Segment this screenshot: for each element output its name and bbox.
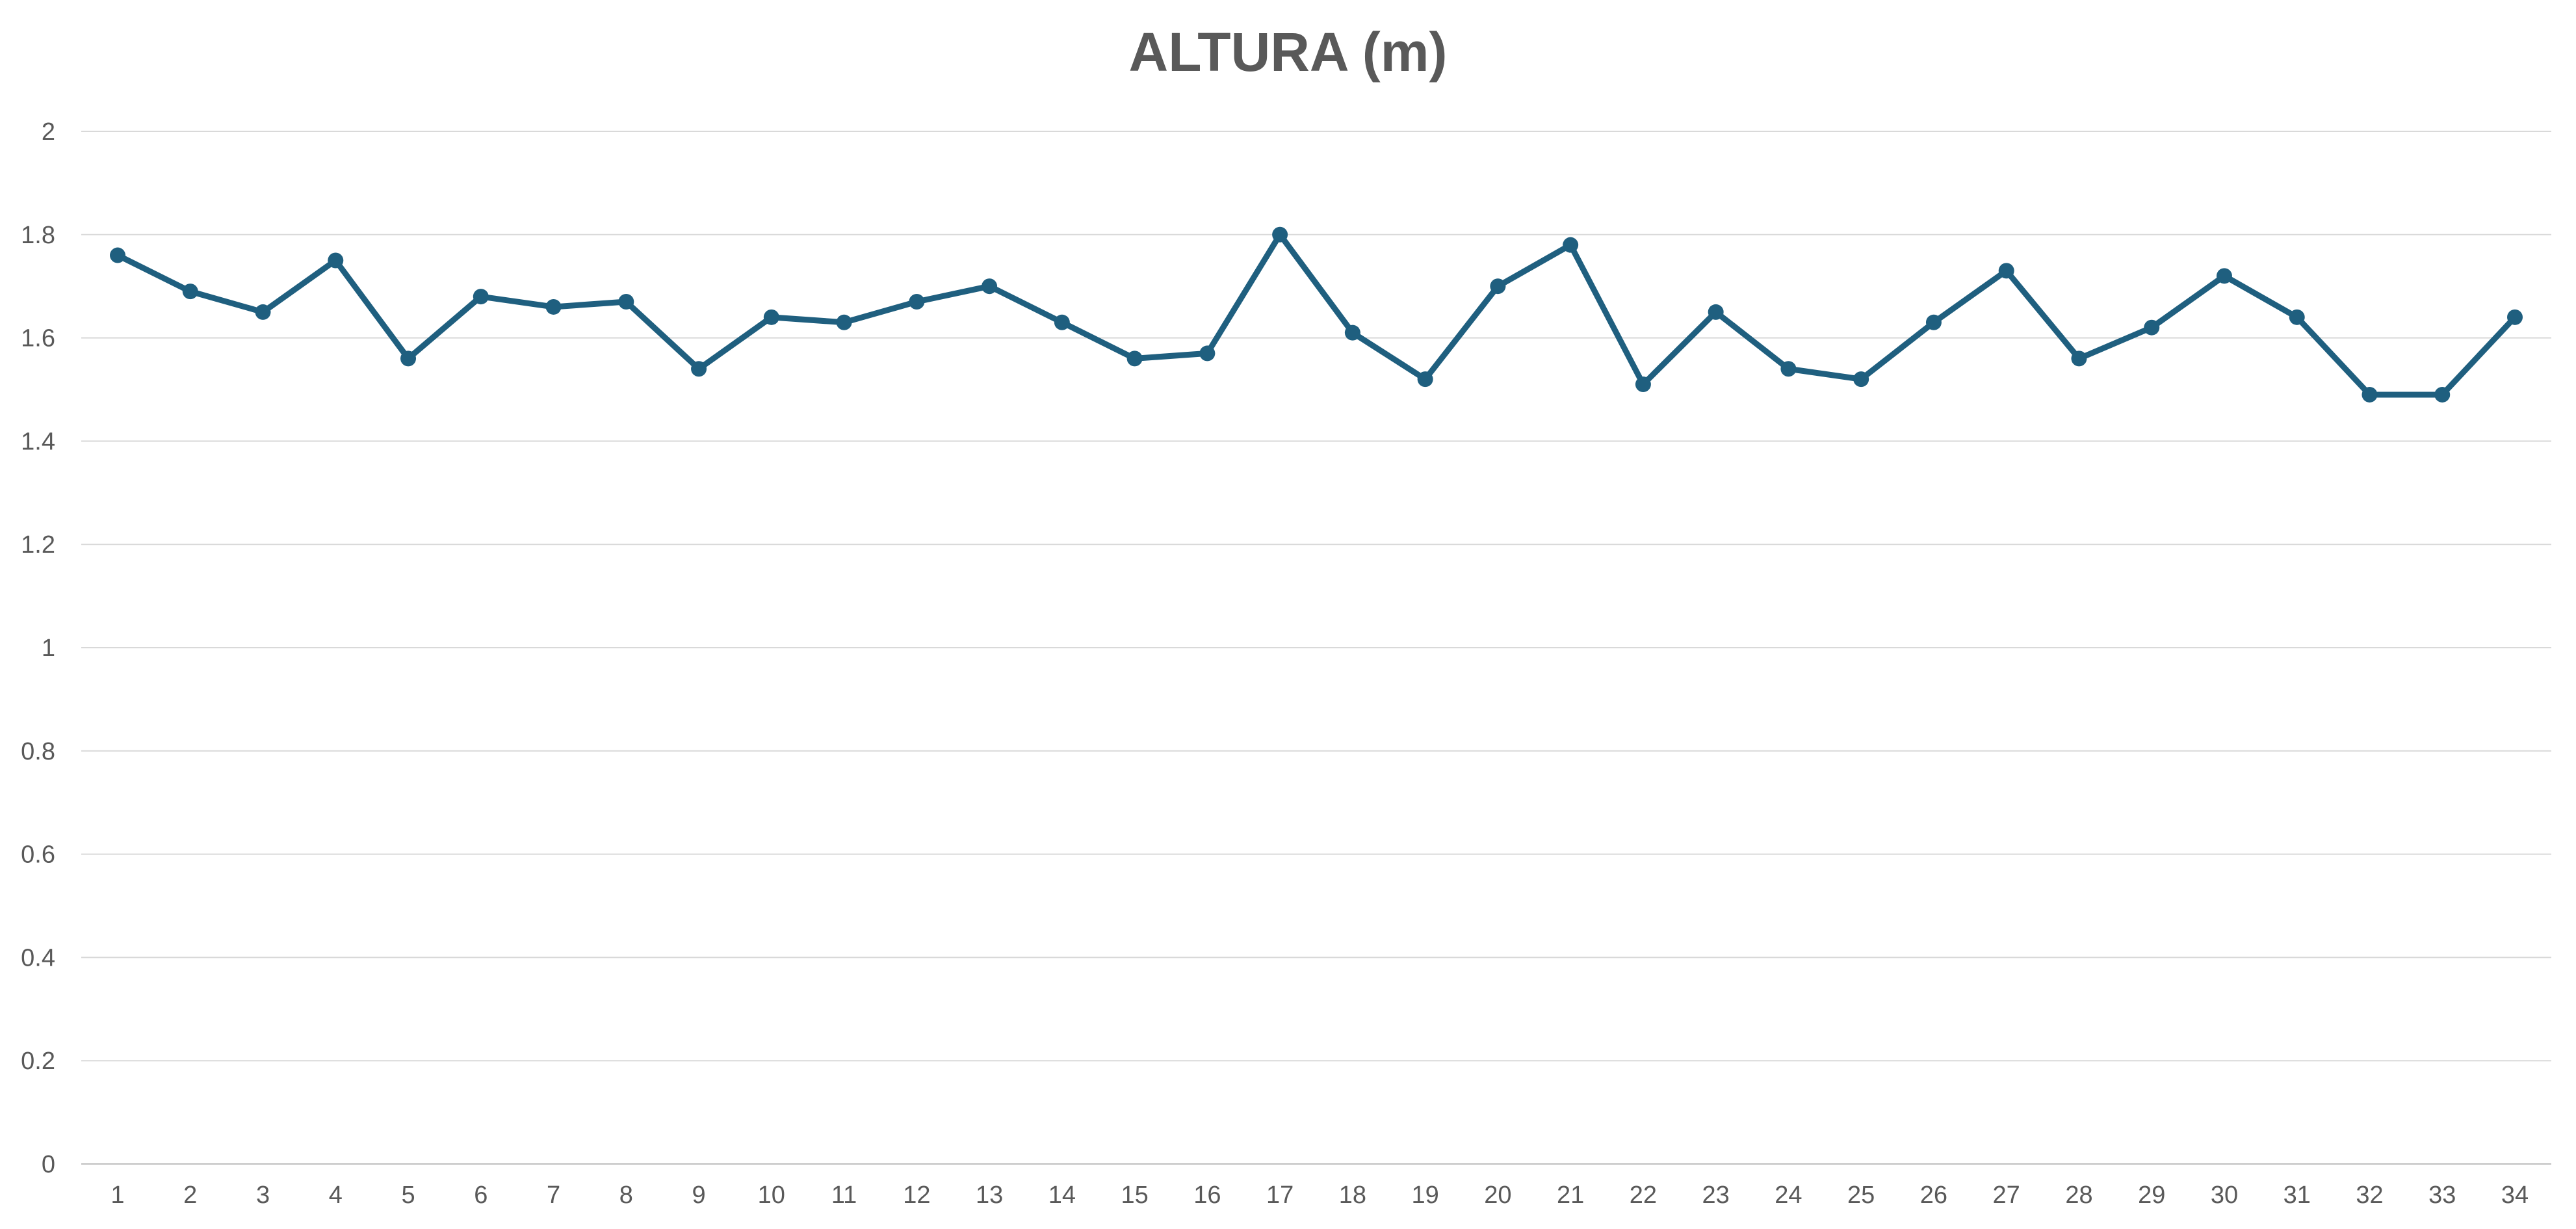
x-tick-label: 12	[903, 1182, 930, 1209]
data-point	[1417, 371, 1433, 388]
data-point	[2216, 268, 2232, 284]
data-point	[982, 278, 998, 295]
x-tick-label: 19	[1411, 1182, 1438, 1209]
x-tick-label: 4	[329, 1182, 343, 1209]
x-tick-label: 3	[256, 1182, 270, 1209]
chart-title: ALTURA (m)	[1128, 21, 1448, 83]
data-point	[1998, 263, 2014, 279]
data-point	[2434, 386, 2451, 403]
data-point	[182, 284, 198, 300]
x-tick-label: 15	[1121, 1182, 1148, 1209]
data-point	[2507, 309, 2523, 325]
data-point	[691, 361, 707, 377]
x-tick-label: 13	[976, 1182, 1003, 1209]
y-tick-label: 1.4	[21, 428, 55, 455]
data-point	[1490, 278, 1506, 295]
data-point	[2361, 386, 2378, 403]
y-tick-label: 1.8	[21, 222, 55, 249]
data-point	[1272, 226, 1288, 243]
y-tick-label: 1.6	[21, 325, 55, 352]
data-point	[473, 289, 489, 305]
x-axis-ticks: 1 2 3 4 5 6 7 8 9 10 11 12 13 14 15 16 17 18 19 20 21 22 23 24 2…	[111, 1182, 2529, 1209]
x-tick-label: 27	[1993, 1182, 2020, 1209]
x-tick-label: 1	[111, 1182, 124, 1209]
y-axis-ticks: 0 0.2 0.4 0.6 0.8 1 1.2 1.4 1.6 1.8 2	[21, 118, 55, 1178]
x-tick-label: 8	[619, 1182, 633, 1209]
series-line	[114, 231, 2518, 398]
gridlines	[81, 131, 2551, 1165]
x-tick-label: 24	[1775, 1182, 1802, 1209]
data-point	[763, 309, 779, 325]
x-tick-label: 33	[2428, 1182, 2456, 1209]
data-point	[400, 350, 417, 367]
data-point	[2289, 309, 2305, 325]
x-tick-label: 6	[474, 1182, 488, 1209]
x-tick-label: 16	[1193, 1182, 1221, 1209]
y-tick-label: 1	[42, 635, 55, 662]
data-point	[545, 298, 562, 315]
data-point	[1199, 345, 1216, 362]
data-point	[1853, 371, 1869, 388]
data-point	[618, 294, 634, 310]
y-tick-label: 0.8	[21, 738, 55, 765]
data-point	[1344, 324, 1360, 341]
x-tick-label: 20	[1484, 1182, 1511, 1209]
data-point	[2144, 319, 2160, 336]
x-tick-label: 9	[692, 1182, 705, 1209]
x-tick-label: 23	[1702, 1182, 1730, 1209]
x-tick-label: 31	[2283, 1182, 2311, 1209]
y-tick-label: 0.4	[21, 944, 55, 971]
x-tick-label: 21	[1557, 1182, 1584, 1209]
y-tick-label: 0.2	[21, 1048, 55, 1075]
data-point	[909, 294, 925, 310]
x-tick-label: 17	[1266, 1182, 1294, 1209]
x-tick-label: 25	[1847, 1182, 1875, 1209]
y-tick-label: 0.6	[21, 841, 55, 869]
x-tick-label: 14	[1048, 1182, 1076, 1209]
y-tick-label: 1.2	[21, 531, 55, 559]
x-tick-label: 32	[2356, 1182, 2383, 1209]
data-point	[328, 252, 344, 269]
data-point	[255, 304, 271, 320]
data-point	[1635, 377, 1651, 393]
y-tick-label: 0	[42, 1151, 55, 1178]
x-tick-label: 29	[2138, 1182, 2165, 1209]
data-point	[1780, 361, 1797, 377]
series-altura	[110, 226, 2523, 403]
x-tick-label: 28	[2065, 1182, 2092, 1209]
data-point	[836, 314, 852, 330]
x-tick-label: 22	[1630, 1182, 1657, 1209]
x-tick-label: 5	[401, 1182, 415, 1209]
data-point	[2071, 350, 2087, 367]
data-point	[1708, 304, 1724, 320]
x-tick-label: 26	[1920, 1182, 1947, 1209]
x-tick-label: 34	[2501, 1182, 2529, 1209]
data-point	[1563, 237, 1579, 253]
data-point	[1054, 314, 1070, 330]
data-point	[1126, 350, 1143, 367]
x-tick-label: 18	[1339, 1182, 1366, 1209]
x-tick-label: 7	[547, 1182, 560, 1209]
x-tick-label: 10	[758, 1182, 785, 1209]
y-tick-label: 2	[42, 118, 55, 146]
data-point	[1925, 314, 1942, 330]
x-tick-label: 11	[831, 1182, 857, 1209]
x-tick-label: 30	[2211, 1182, 2238, 1209]
data-point	[110, 247, 125, 263]
x-tick-label: 2	[183, 1182, 197, 1209]
